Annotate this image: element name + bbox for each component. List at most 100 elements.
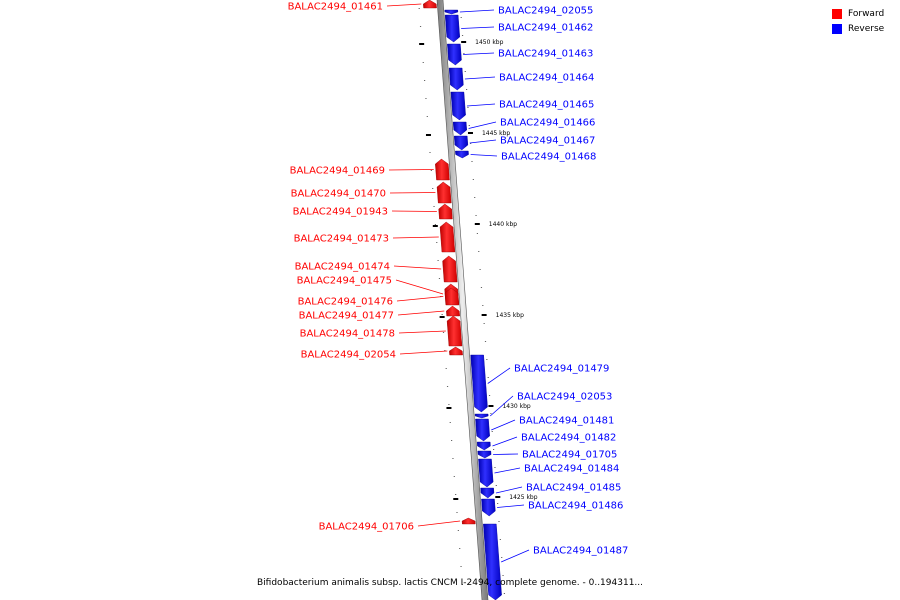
gene-label[interactable]: BALAC2494_02055 [498, 6, 593, 17]
leader-line [497, 504, 525, 508]
tick-dot [441, 314, 443, 315]
leader-line [417, 520, 461, 527]
leader-line [487, 367, 511, 384]
gene-label[interactable]: BALAC2494_01479 [514, 364, 609, 375]
gene-arrow-BALAC2494_01477[interactable] [446, 305, 460, 317]
gene-label[interactable]: BALAC2494_02053 [517, 392, 612, 403]
gene-arrow-BALAC2494_01461[interactable] [423, 0, 437, 9]
gene-arrow-BALAC2494_01474[interactable] [442, 255, 458, 283]
tick-dot [468, 125, 470, 126]
tick-dot [429, 152, 431, 153]
gene-arrow-BALAC2494_01486[interactable] [481, 498, 496, 517]
gene-arrow-BALAC2494_01466[interactable] [452, 121, 467, 136]
major-tick-right [474, 223, 480, 225]
gene-label[interactable]: BALAC2494_01463 [498, 49, 593, 60]
major-tick-left [453, 498, 459, 500]
tick-dot [442, 332, 445, 333]
gene-arrow-BALAC2494_01473[interactable] [439, 221, 456, 253]
gene-arrow-BALAC2494_01463[interactable] [447, 43, 462, 66]
gene-label[interactable]: BALAC2494_01484 [524, 464, 619, 475]
gene-arrow-BALAC2494_01470[interactable] [436, 181, 452, 204]
gene-arrow-BALAC2494_01487[interactable] [483, 523, 502, 600]
tick-dot [437, 260, 439, 261]
gene-label[interactable]: BALAC2494_01706 [319, 522, 414, 533]
major-tick-right [461, 41, 467, 43]
tick-dot [464, 71, 466, 72]
leader-line [397, 310, 445, 316]
gene-label[interactable]: BALAC2494_01705 [522, 450, 617, 461]
gene-arrow-BALAC2494_01479[interactable] [470, 354, 488, 413]
gene-labels: BALAC2494_01461 BALAC2494_02055 BALAC2494_… [288, 2, 628, 563]
gene-label[interactable]: BALAC2494_01465 [499, 100, 594, 111]
gene-arrow-BALAC2494_01476[interactable] [444, 287, 460, 306]
gene-label[interactable]: BALAC2494_01478 [300, 329, 395, 340]
leader-line [494, 467, 521, 474]
leader-line [463, 52, 495, 55]
gene-label[interactable]: BALAC2494_01468 [501, 152, 596, 163]
tick-label: 1435 kbp [496, 312, 524, 319]
gene-label[interactable]: BALAC2494_01482 [521, 433, 616, 444]
gene-label[interactable]: BALAC2494_01943 [293, 207, 388, 218]
gene-label[interactable]: BALAC2494_01477 [299, 311, 394, 322]
major-tick-right [495, 496, 501, 498]
tick-dot [449, 422, 451, 423]
leader-line [398, 330, 446, 334]
tick-dot [475, 215, 477, 216]
gene-arrow-BALAC2494_02053[interactable] [474, 413, 489, 419]
gene-label[interactable]: BALAC2494_01467 [500, 136, 595, 147]
gene-label[interactable]: BALAC2494_01485 [526, 483, 621, 494]
gene-label[interactable]: BALAC2494_01476 [298, 297, 393, 308]
gene-arrow-BALAC2494_01478[interactable] [446, 315, 463, 347]
scale-ticks: 1450 kbp 1445 kbp 1440 kbp 1435 kbp 1430 kbp… [419, 39, 538, 501]
leader-line [386, 3, 422, 7]
gene-label[interactable]: BALAC2494_01464 [499, 73, 594, 84]
gene-label[interactable]: BALAC2494_01475 [297, 276, 392, 287]
tick-dot [478, 251, 480, 252]
gene-label[interactable]: BALAC2494_01481 [519, 416, 614, 427]
gene-label[interactable]: BALAC2494_01461 [288, 2, 383, 13]
legend: Forward Reverse [832, 8, 892, 38]
tick-dot [444, 350, 446, 351]
tick-dot [498, 521, 500, 522]
gene-label[interactable]: BALAC2494_01473 [294, 234, 389, 245]
gene-label[interactable]: BALAC2494_01470 [291, 189, 386, 200]
major-tick-left [432, 225, 438, 227]
tick-dot [476, 233, 478, 234]
gene-arrow-BALAC2494_01464[interactable] [448, 67, 464, 91]
tick-dot [486, 359, 488, 360]
gene-arrow-BALAC2494_01462[interactable] [444, 14, 460, 43]
gene-arrow-BALAC2494_01481[interactable] [475, 418, 490, 442]
gene-arrow-BALAC2494_01482[interactable] [476, 441, 491, 451]
tick-dot [434, 224, 436, 225]
gene-arrow-BALAC2494_02055[interactable] [444, 9, 459, 15]
tick-dots [418, 8, 505, 594]
legend-item-forward[interactable]: Forward [832, 8, 892, 19]
gene-arrow-BALAC2494_02054[interactable] [449, 346, 463, 356]
gene-arrow-BALAC2494_01469[interactable] [435, 158, 450, 181]
tick-dot [466, 89, 468, 90]
gene-arrow-BALAC2494_01943[interactable] [438, 203, 453, 220]
gene-arrow-BALAC2494_01706[interactable] [461, 517, 476, 525]
leader-line [389, 192, 436, 194]
backbone-line [436, 0, 489, 600]
legend-reverse-label: Reverse [848, 23, 885, 34]
gene-label[interactable]: BALAC2494_01487 [533, 546, 628, 557]
legend-item-reverse[interactable]: Reverse [832, 23, 892, 34]
tick-dot [460, 566, 462, 567]
tick-dot [491, 431, 493, 432]
gene-arrow-BALAC2494_01484[interactable] [478, 458, 494, 488]
gene-label[interactable]: BALAC2494_01486 [528, 501, 623, 512]
tick-dot [501, 557, 503, 558]
gene-arrow-BALAC2494_01467[interactable] [453, 135, 469, 151]
gene-label[interactable]: BALAC2494_01466 [500, 118, 595, 129]
gene-arrow-BALAC2494_01485[interactable] [480, 487, 495, 499]
gene-arrow-BALAC2494_01468[interactable] [455, 150, 469, 159]
gene-label[interactable]: BALAC2494_02054 [301, 350, 396, 361]
major-tick-left [446, 407, 452, 409]
gene-arrow-BALAC2494_01705[interactable] [477, 450, 492, 459]
gene-label[interactable]: BALAC2494_01469 [290, 166, 385, 177]
major-tick-left [419, 43, 425, 45]
gene-label[interactable]: BALAC2494_01462 [498, 23, 593, 34]
gene-label[interactable]: BALAC2494_01474 [295, 262, 390, 273]
gene-arrow-BALAC2494_01465[interactable] [450, 91, 466, 121]
